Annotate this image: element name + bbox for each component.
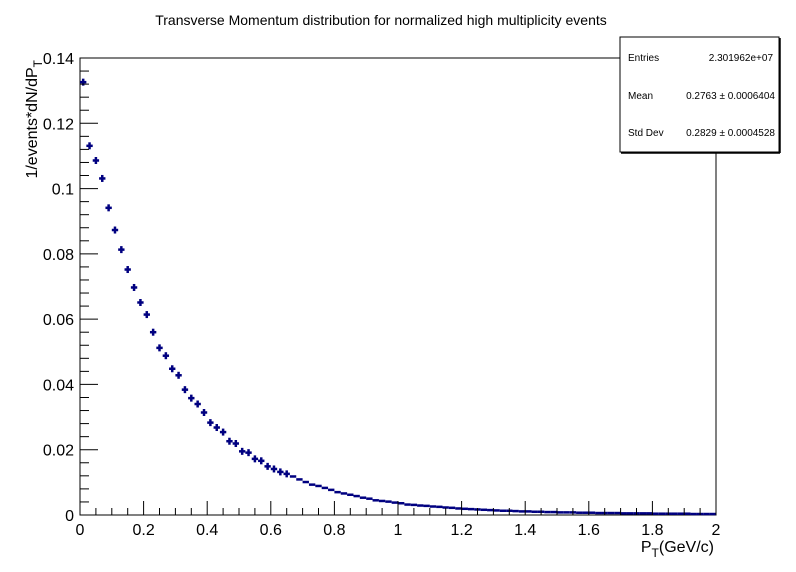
data-point — [181, 386, 189, 394]
data-point — [86, 142, 93, 150]
chart-title: Transverse Momentum distribution for nor… — [155, 12, 607, 28]
x-axis-label-subscript: T — [652, 546, 660, 560]
data-point — [149, 328, 157, 336]
stats-mean-value: 0.2763 ± 0.0006404 — [686, 91, 775, 102]
data-point — [207, 419, 214, 427]
x-axis-label-unit: (GeV/c) — [659, 539, 714, 556]
data-point — [188, 394, 195, 402]
data-point — [251, 455, 259, 463]
y-tick-label: 0.12 — [43, 116, 74, 133]
x-tick-label: 0.6 — [260, 522, 282, 539]
data-point — [264, 462, 271, 470]
data-point — [213, 424, 220, 432]
data-point — [111, 226, 119, 234]
data-point — [270, 465, 278, 473]
y-tick-label: 0.14 — [43, 51, 74, 68]
x-tick-label: 1.6 — [578, 522, 600, 539]
stats-entries-value: 2.301962e+07 — [709, 53, 774, 64]
data-point — [200, 409, 208, 417]
axis-ticks — [79, 57, 717, 516]
data-point — [245, 449, 252, 457]
data-point — [156, 344, 163, 352]
y-tick-label: 0.04 — [43, 377, 74, 394]
x-axis-label-main: P — [641, 539, 652, 556]
x-tick-label: 0.2 — [132, 522, 154, 539]
x-tick-label: 1.4 — [514, 522, 536, 539]
x-axis-label: PT(GeV/c) — [641, 539, 714, 560]
x-tick-label: 1 — [394, 522, 403, 539]
data-point — [124, 266, 131, 274]
x-tick-label: 0.8 — [323, 522, 345, 539]
data-point — [194, 400, 201, 408]
stats-entries-label: Entries — [628, 53, 659, 64]
stats-std-value: 0.2829 ± 0.0004528 — [686, 128, 775, 139]
data-point — [162, 352, 170, 360]
stats-box-frame — [619, 36, 780, 153]
x-tick-label: 2 — [712, 522, 721, 539]
data-point — [130, 283, 138, 291]
stats-box: Entries 2.301962e+07 Mean 0.2763 ± 0.000… — [619, 36, 781, 154]
data-point — [219, 428, 227, 436]
x-tick-label: 0 — [76, 522, 85, 539]
x-tick-label: 1.8 — [641, 522, 663, 539]
data-point — [239, 447, 246, 455]
data-bins — [80, 78, 716, 516]
data-point — [277, 468, 284, 476]
data-point — [92, 156, 100, 164]
x-tick-label: 0.4 — [196, 522, 218, 539]
data-point — [226, 437, 233, 445]
stats-mean-label: Mean — [628, 91, 653, 102]
y-tick-label: 0.1 — [52, 182, 74, 199]
data-point — [99, 174, 106, 182]
stats-std-label: Std Dev — [628, 128, 664, 139]
data-point — [258, 457, 265, 465]
y-tick-label: 0 — [65, 508, 74, 525]
data-point — [137, 298, 144, 306]
y-tick-label: 0.02 — [43, 443, 74, 460]
data-point — [175, 371, 182, 379]
data-point — [143, 311, 150, 319]
x-tick-labels: 0 0.2 0.4 0.6 0.8 1 1.2 1.4 1.6 1.8 2 — [76, 522, 721, 539]
data-point — [232, 440, 239, 448]
y-axis-label-main: 1/events*dN/dP — [24, 67, 41, 178]
data-point — [118, 246, 125, 254]
y-tick-label: 0.08 — [43, 247, 74, 264]
x-tick-label: 1.2 — [450, 522, 472, 539]
data-point — [105, 204, 112, 212]
y-tick-labels: 0 0.02 0.04 0.06 0.08 0.1 0.12 0.14 — [43, 51, 74, 525]
y-axis-label-subscript: T — [31, 59, 45, 67]
data-point — [169, 365, 176, 373]
data-point — [283, 470, 290, 478]
y-axis-label: 1/events*dN/dPT — [24, 59, 45, 178]
y-tick-label: 0.06 — [43, 312, 74, 329]
